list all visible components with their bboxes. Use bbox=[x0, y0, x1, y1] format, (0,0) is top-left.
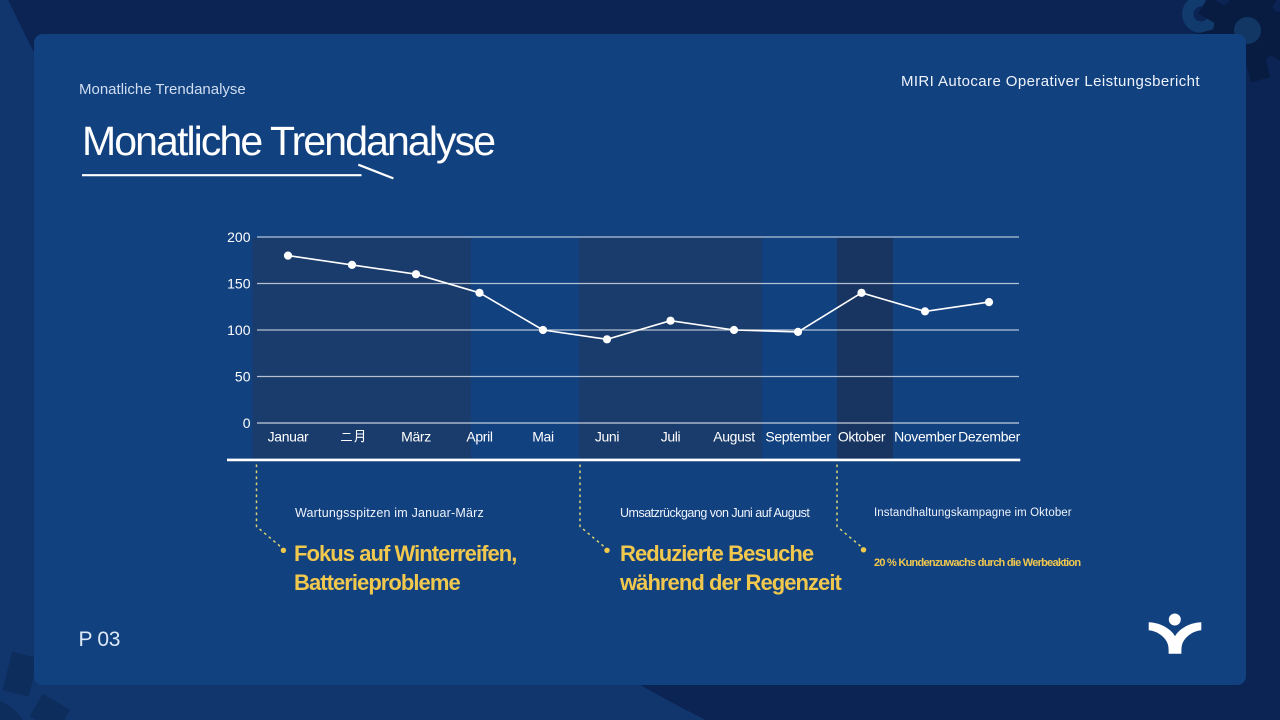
svg-text:August: August bbox=[713, 429, 755, 445]
svg-text:März: März bbox=[401, 429, 431, 445]
svg-text:200: 200 bbox=[227, 229, 251, 245]
svg-text:Dezember: Dezember bbox=[958, 429, 1020, 445]
svg-text:Juni: Juni bbox=[595, 429, 620, 445]
svg-text:September: September bbox=[765, 429, 831, 445]
svg-text:50: 50 bbox=[235, 369, 251, 385]
svg-text:Juli: Juli bbox=[661, 429, 681, 445]
svg-text:Oktober: Oktober bbox=[838, 429, 886, 445]
svg-text:Mai: Mai bbox=[532, 429, 554, 445]
svg-text:150: 150 bbox=[227, 276, 251, 292]
svg-text:November: November bbox=[894, 429, 956, 445]
svg-text:0: 0 bbox=[243, 415, 251, 431]
svg-text:Januar: Januar bbox=[268, 429, 309, 445]
svg-text:April: April bbox=[466, 429, 492, 445]
svg-text:100: 100 bbox=[227, 322, 251, 338]
